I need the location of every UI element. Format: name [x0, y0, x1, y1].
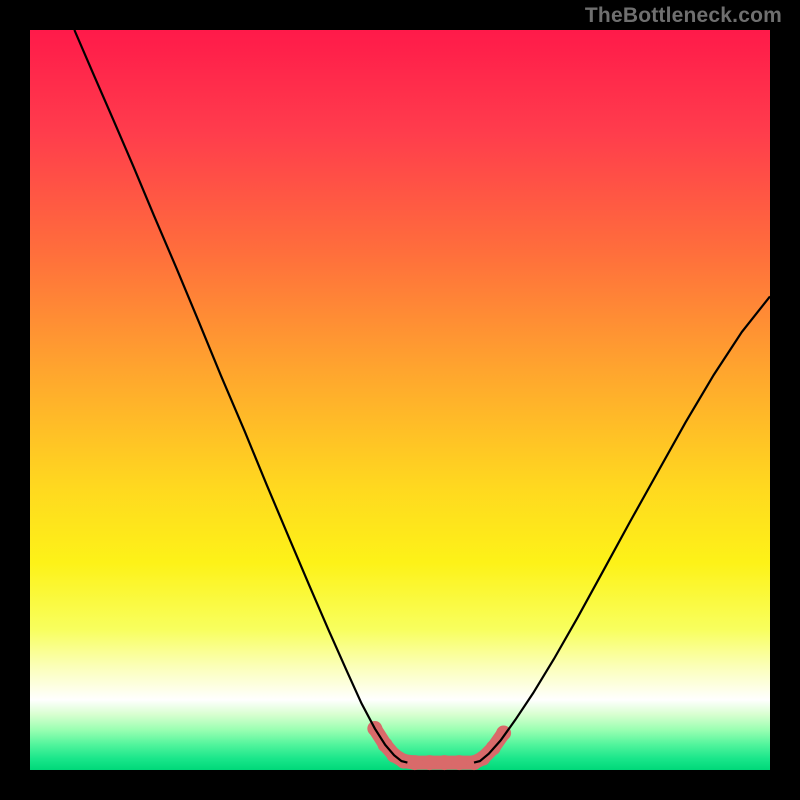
bottleneck-chart	[0, 0, 800, 800]
watermark-text: TheBottleneck.com	[585, 4, 782, 28]
chart-plot-background	[30, 30, 770, 770]
